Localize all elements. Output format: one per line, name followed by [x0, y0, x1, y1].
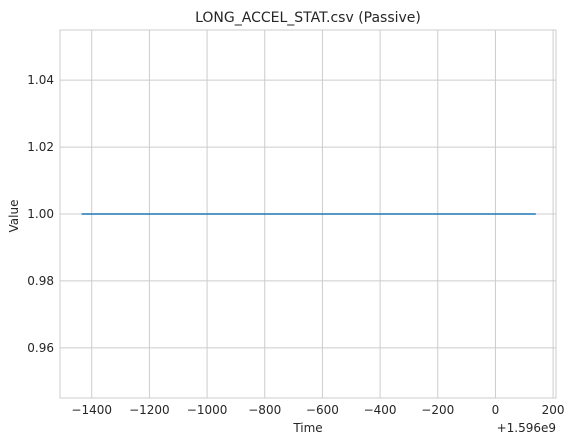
x-axis-offset-label: +1.596e9	[497, 421, 556, 435]
x-tick-label: 0	[492, 403, 500, 417]
x-tick-label: −600	[306, 403, 339, 417]
plot-frame	[59, 29, 557, 399]
y-tick-label: 0.96	[27, 341, 54, 355]
y-tick-label: 1.04	[27, 73, 54, 87]
y-tick-label: 1.02	[27, 140, 54, 154]
y-axis-label: Value	[7, 200, 21, 233]
x-tick-label: 200	[542, 403, 565, 417]
y-tick-labels: 0.96 0.98 1.00 1.02 1.04	[27, 73, 54, 355]
x-tick-labels: −1400 −1200 −1000 −800 −600 −400 −200 0 200	[71, 403, 564, 417]
x-tick-label: −1000	[187, 403, 228, 417]
x-axis-label: Time	[292, 421, 322, 435]
y-tick-label: 1.00	[27, 207, 54, 221]
x-tick-label: −1400	[71, 403, 112, 417]
x-tick-label: −800	[248, 403, 281, 417]
x-tick-label: −200	[421, 403, 454, 417]
x-tick-label: −1200	[129, 403, 170, 417]
chart-title: LONG_ACCEL_STAT.csv (Passive)	[195, 10, 421, 26]
x-tick-label: −400	[364, 403, 397, 417]
y-tick-label: 0.98	[27, 274, 54, 288]
